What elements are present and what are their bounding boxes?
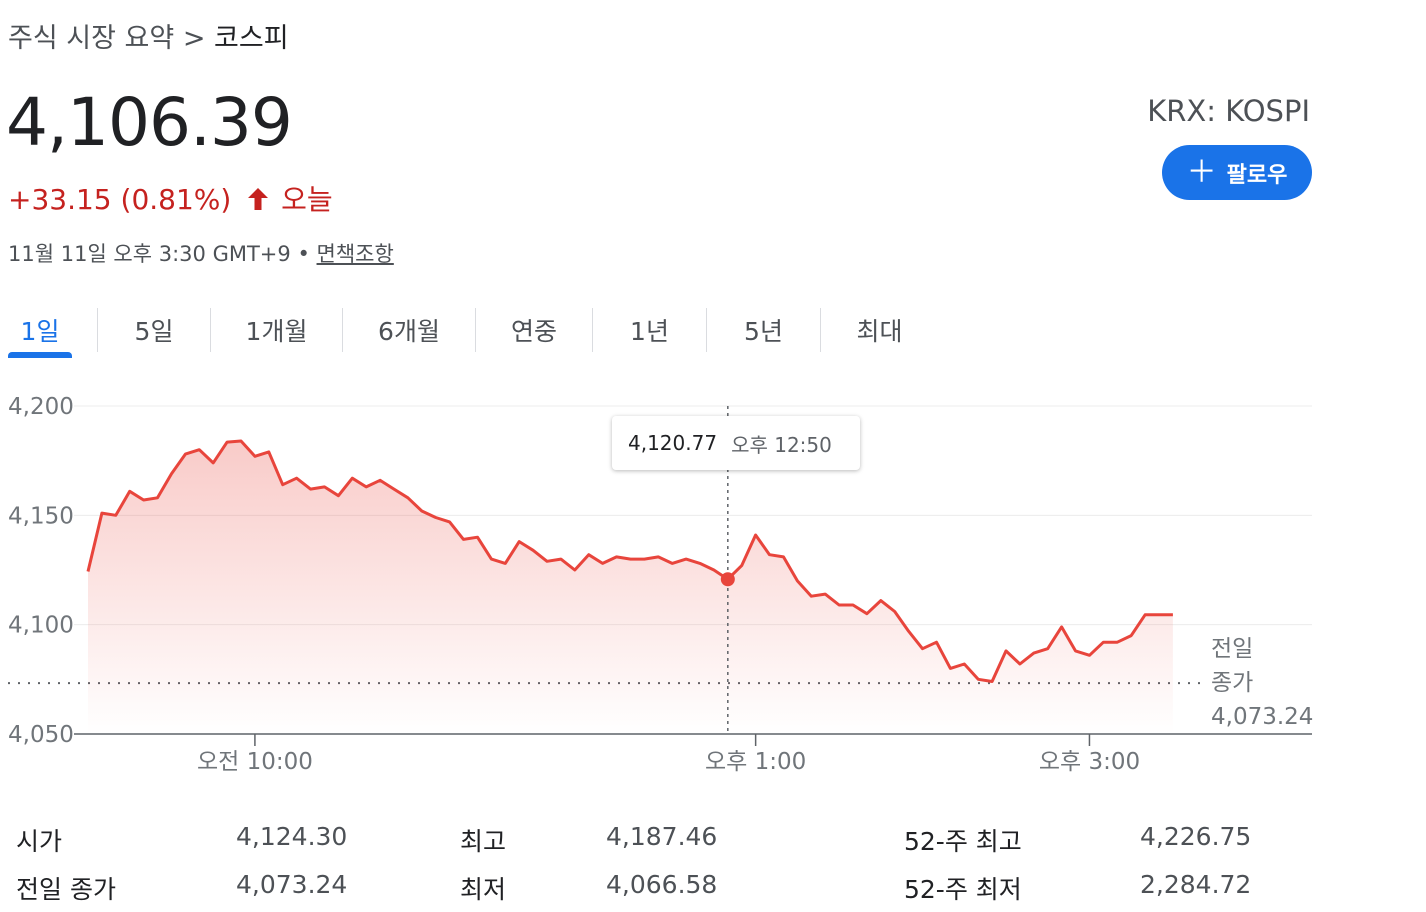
chart-tooltip: 4,120.77 오후 12:50 [612,416,860,470]
y-tick-label: 4,100 [8,613,74,639]
stat-low-label: 최저 [460,875,507,904]
tab-ytd[interactable]: 연중 [476,300,592,358]
x-tick-label: 오전 10:00 [197,749,313,775]
previous-close-label-line2: 종가 [1211,670,1253,696]
bullet-separator: • [297,242,310,266]
breadcrumb: 주식 시장 요약 > 코스피 [8,16,289,55]
previous-close-label: 전일 종가 4,073.24 [1211,636,1313,730]
quote-timestamp: 11월 11일 오후 3:30 GMT+9 [8,242,291,266]
tab-divider [475,308,476,352]
quote-meta: 11월 11일 오후 3:30 GMT+9 • 면책조항 [8,238,394,268]
stat-52w-low-label: 52-주 최저 [904,875,1022,904]
y-tick-label: 4,050 [8,722,74,748]
stat-high-value: 4,187.46 [606,822,718,851]
tab-label: 연중 [510,317,557,346]
tab-label: 5일 [134,317,174,346]
tab-label: 1개월 [245,317,308,346]
tab-5y[interactable]: 5년 [707,300,820,358]
price-chart[interactable]: 4,200 4,150 4,100 4,050 오전 10:00 오후 1:00 오후 3… [0,380,1426,790]
tab-label: 1일 [20,317,60,346]
tab-divider [210,308,211,352]
tab-6m[interactable]: 6개월 [343,300,475,358]
stat-prev-close-value: 4,073.24 [236,870,348,899]
tab-5d[interactable]: 5일 [98,300,210,358]
range-tabs: 1일 5일 1개월 6개월 연중 1년 5년 최대 [8,300,938,360]
tab-label: 5년 [744,317,783,346]
tooltip-time: 오후 12:50 [731,432,832,457]
tab-1d[interactable]: 1일 [8,300,72,358]
price-change: +33.15 (0.81%) 오늘 [8,178,333,218]
price-line [86,439,1173,683]
tab-label: 1년 [630,317,669,346]
tab-label: 최대 [856,317,903,346]
x-axis: 오전 10:00 오후 1:00 오후 3:00 [197,734,1140,775]
tab-label: 6개월 [378,317,440,346]
previous-close-label-line1: 전일 [1211,636,1253,662]
y-tick-label: 4,200 [8,394,74,420]
stat-52w-high-label: 52-주 최고 [904,827,1022,856]
x-tick-label: 오후 1:00 [705,749,806,775]
stats-row: 시가 4,124.30 최고 4,187.46 52-주 최고 4,226.75 [0,822,1426,862]
stat-high-label: 최고 [460,827,507,856]
stat-prev-close-label: 전일 종가 [16,875,116,904]
stat-low-value: 4,066.58 [606,870,718,899]
price-change-value: +33.15 (0.81%) [8,183,232,216]
price-change-period: 오늘 [281,183,333,216]
breadcrumb-separator: > [182,23,206,54]
breadcrumb-current: 코스피 [214,23,289,54]
tab-divider [820,308,821,352]
plus-icon: ＋ [1186,154,1217,190]
tab-divider [706,308,707,352]
disclaimer-link[interactable]: 면책조항 [316,242,394,266]
tooltip-value: 4,120.77 [628,431,718,455]
stat-open-value: 4,124.30 [236,822,348,851]
breadcrumb-parent-link[interactable]: 주식 시장 요약 [8,23,175,54]
tab-divider [342,308,343,352]
current-price: 4,106.39 [6,84,293,161]
follow-button[interactable]: ＋ 팔로우 [1162,145,1312,200]
x-tick-label: 오후 3:00 [1039,749,1140,775]
ticker-symbol: KRX: KOSPI [1147,94,1310,128]
tab-max[interactable]: 최대 [821,300,938,358]
tab-divider [97,308,98,352]
tab-1y[interactable]: 1년 [593,300,706,358]
y-tick-label: 4,150 [8,503,74,529]
hover-point [720,572,735,587]
stat-open-label: 시가 [16,827,63,856]
arrow-up-icon [248,188,269,210]
price-area [88,441,1173,734]
tab-1m[interactable]: 1개월 [211,300,342,358]
stat-52w-high-value: 4,226.75 [1140,822,1252,851]
y-axis-labels: 4,200 4,150 4,100 4,050 [8,394,74,748]
follow-button-label: 팔로우 [1226,162,1288,188]
previous-close-value: 4,073.24 [1211,704,1313,730]
tab-divider [592,308,593,352]
stats-row: 전일 종가 4,073.24 최저 4,066.58 52-주 최저 2,284… [0,870,1426,910]
stat-52w-low-value: 2,284.72 [1140,870,1252,899]
